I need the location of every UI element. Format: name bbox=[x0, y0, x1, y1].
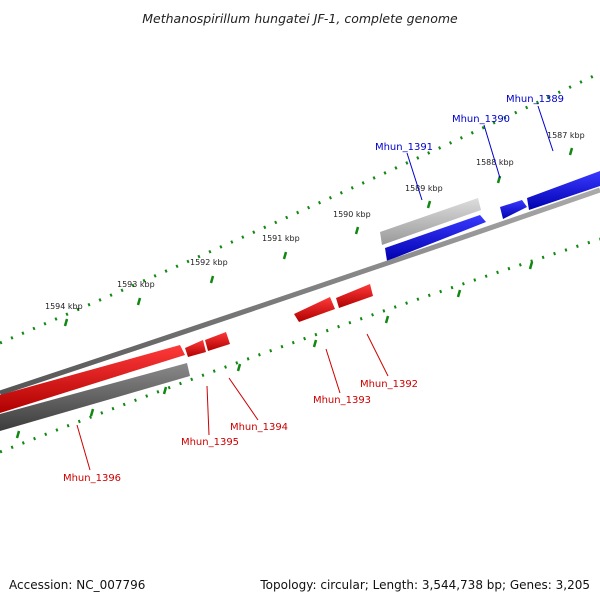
tick-mark bbox=[236, 363, 242, 372]
tick-label: 1593 kbp bbox=[117, 280, 155, 289]
reverse-strand-features bbox=[0, 284, 373, 431]
genome-backbone bbox=[0, 187, 600, 396]
leader-line bbox=[483, 124, 501, 179]
tick-label: 1587 kbp bbox=[547, 131, 585, 140]
gene-labels: Mhun_1389 Mhun_1390 Mhun_1391 Mhun_1392 … bbox=[63, 94, 564, 484]
genome-summary-text: Topology: circular; Length: 3,544,738 bp… bbox=[260, 578, 590, 592]
tick-label: 1590 kbp bbox=[333, 210, 371, 219]
leader-line bbox=[206, 385, 210, 436]
label-leaders bbox=[76, 105, 554, 471]
gene-feature-mhun-1391[interactable] bbox=[385, 215, 486, 261]
gene-feature-mhun-1395[interactable] bbox=[185, 340, 206, 357]
leader-line bbox=[76, 424, 91, 471]
gene-label[interactable]: Mhun_1392 bbox=[360, 379, 418, 390]
gene-feature-mhun-1392[interactable] bbox=[336, 284, 373, 308]
accession-text: Accession: NC_007796 bbox=[9, 578, 146, 592]
tick-mark bbox=[89, 408, 95, 417]
tick-mark bbox=[282, 251, 288, 260]
rna-feature[interactable] bbox=[0, 363, 190, 431]
tick-label: 1591 kbp bbox=[262, 234, 300, 243]
tick-mark bbox=[354, 226, 360, 235]
tick-mark bbox=[136, 297, 142, 306]
gene-feature-mhun-1393[interactable] bbox=[294, 297, 335, 322]
gene-label[interactable]: Mhun_1389 bbox=[506, 94, 564, 105]
gene-feature-mhun-1394[interactable] bbox=[205, 332, 230, 351]
tick-mark bbox=[456, 289, 462, 298]
gene-feature-mhun-1390[interactable] bbox=[500, 200, 527, 219]
gene-label[interactable]: Mhun_1396 bbox=[63, 473, 121, 484]
major-ticks bbox=[63, 147, 574, 327]
gene-label[interactable]: Mhun_1395 bbox=[181, 437, 239, 448]
forward-strand-features bbox=[380, 171, 600, 261]
leader-line bbox=[325, 348, 341, 394]
leader-line bbox=[537, 105, 554, 152]
tick-label: 1594 kbp bbox=[45, 302, 83, 311]
outer-tick-ring bbox=[0, 71, 600, 345]
gene-feature-mhun-1389[interactable] bbox=[527, 171, 600, 210]
gene-label[interactable]: Mhun_1394 bbox=[230, 422, 288, 433]
leader-line bbox=[228, 377, 259, 421]
pseudo-feature[interactable] bbox=[380, 198, 481, 245]
gene-feature-mhun-1396[interactable] bbox=[0, 345, 185, 413]
tick-mark bbox=[568, 147, 574, 156]
gene-label[interactable]: Mhun_1393 bbox=[313, 395, 371, 406]
tick-mark bbox=[209, 275, 215, 284]
tick-mark bbox=[528, 261, 534, 270]
tick-label: 1589 kbp bbox=[405, 184, 443, 193]
gene-label[interactable]: Mhun_1390 bbox=[452, 114, 510, 125]
inner-major-ticks bbox=[15, 261, 534, 439]
tick-mark bbox=[426, 200, 432, 209]
leader-line bbox=[366, 333, 389, 377]
gene-label[interactable]: Mhun_1391 bbox=[375, 142, 433, 153]
tick-mark bbox=[312, 339, 318, 348]
inner-tick-ring bbox=[0, 237, 600, 454]
tick-mark bbox=[15, 430, 21, 439]
map-title: Methanospirillum hungatei JF-1, complete… bbox=[142, 11, 458, 26]
tick-mark bbox=[162, 386, 168, 395]
tick-label: 1592 kbp bbox=[190, 258, 228, 267]
tick-mark bbox=[63, 318, 69, 327]
tick-mark bbox=[384, 315, 390, 324]
leader-line bbox=[406, 152, 423, 201]
